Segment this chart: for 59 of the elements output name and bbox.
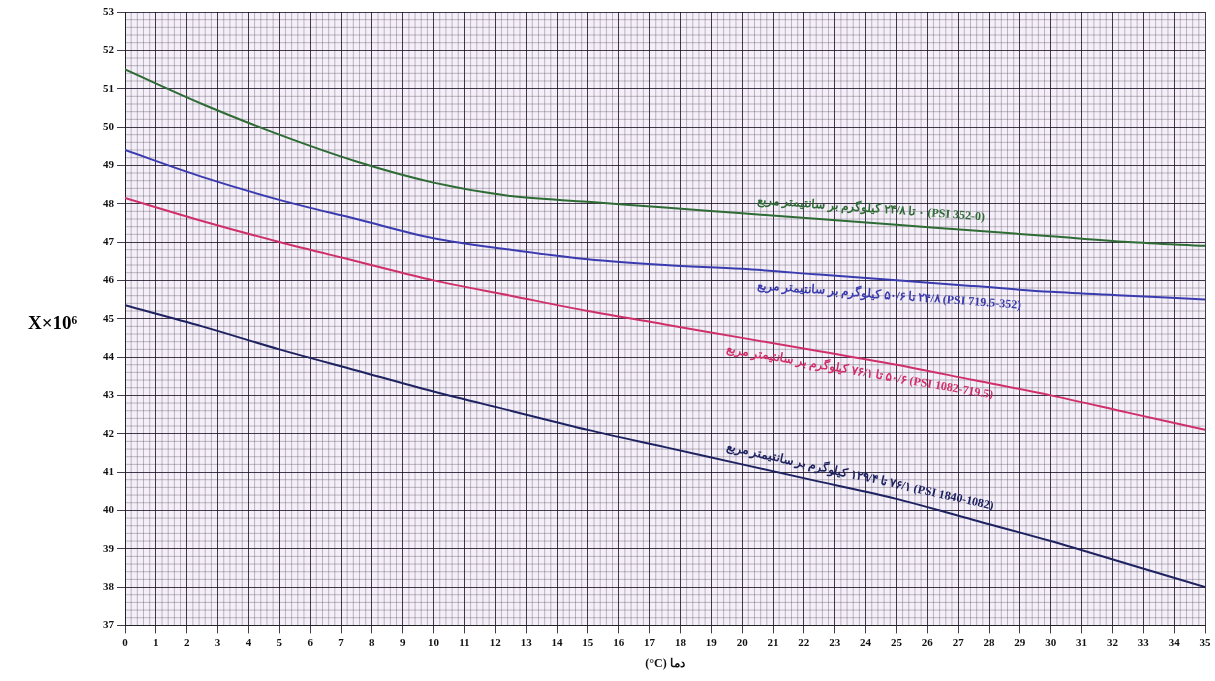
x-tick-label: 4 [245,635,252,648]
x-tick-label: 6 [307,635,314,648]
x-tick-label: 2 [183,635,190,648]
x-tick-label: 27 [952,635,965,648]
y-tick-label: 37 [103,618,115,631]
x-tick-label: 16 [613,635,625,648]
x-tick-label: 10 [428,635,440,648]
x-tick-label: 9 [399,635,406,648]
x-tick-label: 31 [1076,635,1088,648]
y-tick-label: 42 [103,426,115,439]
x-axis-title: (°C) دما [645,655,685,670]
y-tick-label: 51 [103,81,114,94]
x-tick-label: 14 [551,635,563,648]
y-tick-label: 52 [103,43,115,56]
x-tick-label: 25 [890,635,903,648]
x-tick-label: 5 [276,635,283,648]
y-tick-label: 39 [103,541,115,554]
x-tick-label: 0 [122,635,129,648]
y-tick-label: 44 [103,349,115,362]
y-tick-label: 48 [103,196,115,209]
y-tick-label: 49 [103,158,115,171]
x-tick-label: 15 [582,635,594,648]
series-label: (PSI 719.5-352) ۲۴/۸ تا ۵۰/۶ کیلوگرم بر سانتیمتر مربع [757,277,1022,313]
y-tick-label: 53 [103,4,115,17]
y-tick-label: 46 [103,273,115,286]
x-tick-label: 28 [983,635,995,648]
x-tick-label: 34 [1168,635,1181,648]
x-tick-label: 11 [459,635,470,648]
x-tick-label: 18 [674,635,687,648]
series-label: (PSI 352-0) ۰ تا ۲۴/۸ کیلوگرم بر سانتیمتر مربع [757,191,986,225]
x-tick-label: 21 [767,635,779,648]
y-tick-label: 40 [103,503,115,516]
x-tick-label: 35 [1199,635,1211,648]
x-tick-label: 12 [489,635,502,648]
x-tick-label: 13 [520,635,533,648]
y-tick-label: 38 [103,579,115,592]
x-tick-label: 30 [1045,635,1057,648]
x-tick-label: 29 [1014,635,1026,648]
text: (PSI 1840-1082) ۷۶/۱ تا ۱۲۹/۴ کیلوگرم بر سانتیمتر مربع [725,438,996,514]
x-tick-label: 22 [798,635,810,648]
x-tick-label: 1 [153,635,159,648]
x-tick-label: 24 [860,635,872,648]
x-tick-label: 17 [644,635,656,648]
y-axis-title: X×10⁶ [28,312,78,334]
x-tick-label: 26 [921,635,934,648]
y-tick-label: 41 [103,464,114,477]
y-tick-label: 50 [103,119,115,132]
x-tick-label: 23 [829,635,841,648]
x-tick-label: 20 [736,635,749,648]
x-tick-label: 33 [1137,635,1150,648]
text: (PSI 1082-719.5) ۵۰/۶ تا ۷۶/۱ کیلوگرم بر سانتیمتر مربع [725,340,995,403]
y-tick-label: 43 [103,388,115,401]
y-tick-label: 47 [103,234,115,247]
x-tick-label: 32 [1106,635,1119,648]
y-tick-label: 45 [103,311,115,324]
x-tick-label: 3 [214,635,221,648]
x-tick-label: 7 [338,635,345,648]
x-tick-label: 19 [705,635,718,648]
x-tick-label: 8 [369,635,376,648]
